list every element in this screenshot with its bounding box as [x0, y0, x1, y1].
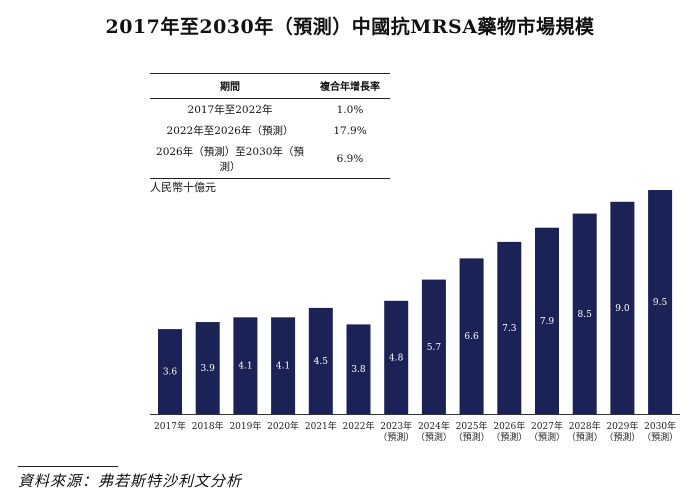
x-tick-note: （預測） [529, 431, 565, 443]
x-tick-label: 2017年 [154, 420, 186, 432]
bar-value-label: 6.6 [464, 332, 479, 342]
bar-value-label: 7.3 [502, 324, 517, 334]
bar [158, 329, 182, 414]
cagr-header-period: 期間 [150, 73, 310, 99]
cagr-header-rate: 複合年增長率 [310, 73, 390, 99]
x-tick-label: 2026年 [493, 420, 525, 432]
x-tick-label: 2018年 [192, 420, 224, 432]
cagr-period: 2022年至2026年（預測） [166, 125, 294, 137]
x-tick-label: 2030年 [644, 420, 676, 432]
bar [233, 317, 258, 414]
bar-value-label: 5.7 [427, 343, 442, 353]
bar-value-label: 8.5 [578, 310, 593, 320]
bar-value-label: 3.6 [163, 368, 178, 378]
cagr-rate: 1.0% [336, 103, 364, 116]
bar-value-label: 4.8 [389, 353, 404, 363]
bar [459, 258, 484, 414]
bar-value-label: 3.8 [351, 365, 366, 375]
cagr-period: 2017年至2022年 [187, 104, 273, 116]
x-tick-label: 2029年 [606, 420, 638, 432]
cagr-rate: 17.9% [333, 124, 367, 137]
bar-value-label: 7.9 [540, 317, 555, 327]
y-axis-unit-label: 人民幣十億元 [150, 181, 216, 194]
x-tick-label: 2024年 [418, 420, 450, 432]
bar [384, 300, 409, 414]
cagr-rate: 6.9% [310, 141, 390, 179]
x-tick-label: 2020年 [267, 420, 299, 432]
x-tick-note: （預測） [604, 431, 640, 443]
bar [346, 324, 371, 414]
bar-chart: 3.6 2017年 3.9 2018年 4.1 2019年 4.1 2020年 4.5 2021年… [150, 190, 680, 443]
x-tick-label: 2027年 [531, 420, 563, 432]
bar [195, 322, 220, 414]
x-tick-note: （預測） [454, 431, 490, 443]
x-tick-label: 2021年 [305, 420, 337, 432]
bar [271, 317, 296, 414]
bar [535, 227, 559, 414]
bar [572, 213, 597, 414]
cagr-table: 期間 複合年增長率 2017年至2022年 1.0% 2022年至2026年（預… [150, 73, 390, 179]
bar [648, 190, 673, 414]
x-tick-label: 2028年 [569, 420, 601, 432]
bar-value-label: 9.0 [615, 304, 630, 314]
bar-value-label: 4.1 [238, 362, 252, 372]
x-tick-label: 2019年 [229, 420, 261, 432]
x-tick-note: （預測） [567, 431, 603, 443]
x-tick-label: 2025年 [456, 420, 488, 432]
bar [421, 279, 446, 414]
bar-value-label: 3.9 [201, 364, 216, 374]
bar-value-label: 9.5 [653, 298, 668, 308]
x-tick-note: （預測） [378, 431, 414, 443]
cagr-period: 2026年（預測）至2030年（預測） [150, 141, 310, 179]
bar [308, 307, 333, 414]
cagr-table-header: 期間 複合年增長率 [150, 73, 390, 99]
table-row: 2017年至2022年 1.0% [150, 99, 390, 121]
table-row: 2022年至2026年（預測） 17.9% [150, 120, 390, 141]
x-tick-label: 2022年 [343, 420, 375, 432]
x-tick-note: （預測） [416, 431, 452, 443]
source-divider [18, 466, 118, 467]
table-row: 2026年（預測）至2030年（預測） 6.9% [150, 141, 390, 179]
source-note: 資料來源：弗若斯特沙利文分析 [18, 472, 243, 490]
chart-title: 2017年至2030年（預測）中國抗MRSA藥物市場規模 [105, 16, 595, 38]
x-tick-note: （預測） [491, 431, 527, 443]
x-tick-label: 2023年 [380, 420, 412, 432]
bar-value-label: 4.1 [276, 362, 290, 372]
x-tick-note: （預測） [642, 431, 678, 443]
bar [497, 241, 522, 414]
bar [610, 201, 635, 414]
bar-value-label: 4.5 [314, 357, 329, 367]
